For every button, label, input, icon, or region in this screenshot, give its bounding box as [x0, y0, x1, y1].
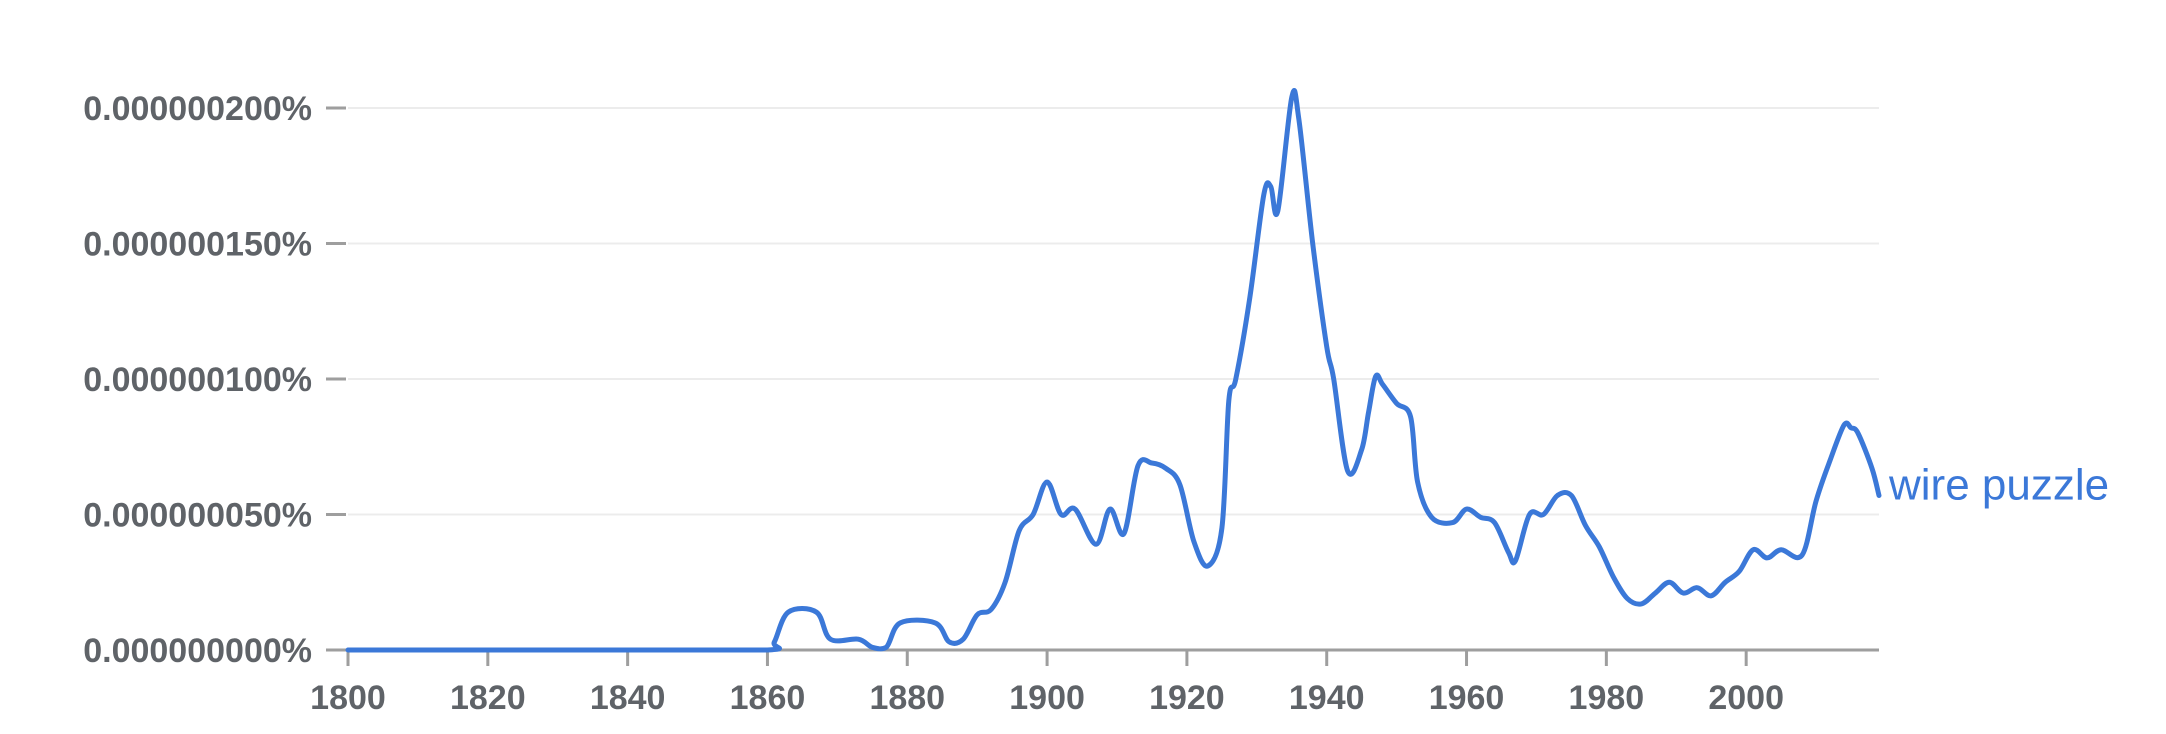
y-tick-label: 0.000000000% — [83, 632, 312, 670]
x-tick-label: 1980 — [1569, 679, 1645, 717]
x-tick-label: 1800 — [310, 679, 386, 717]
series-line — [345, 88, 1882, 653]
x-tick-label: 1900 — [1009, 679, 1085, 717]
x-tick-label: 1820 — [450, 679, 526, 717]
x-tick-label: 1940 — [1289, 679, 1365, 717]
series-label: wire puzzle — [1888, 461, 2109, 510]
series-layer: wire puzzle — [345, 88, 2109, 653]
x-tick-label: 1880 — [869, 679, 945, 717]
x-axis: 1800 1820 1840 1860 1880 1900 1920 1940 1960 1980… — [310, 648, 1879, 717]
x-tick-label: 1840 — [590, 679, 666, 717]
y-tick-label: 0.000000050% — [83, 497, 312, 535]
grid-lines — [348, 107, 1879, 516]
x-tick-label: 2000 — [1708, 679, 1784, 717]
x-tick-label: 1860 — [730, 679, 806, 717]
y-tick-label: 0.000000100% — [83, 361, 312, 399]
y-tick-label: 0.000000150% — [83, 226, 312, 264]
x-tick-label: 1920 — [1149, 679, 1225, 717]
y-axis: 0.000000000% 0.000000050% 0.000000100% 0.00… — [83, 90, 346, 670]
x-tick-label: 1960 — [1429, 679, 1505, 717]
y-tick-label: 0.000000200% — [83, 90, 312, 128]
